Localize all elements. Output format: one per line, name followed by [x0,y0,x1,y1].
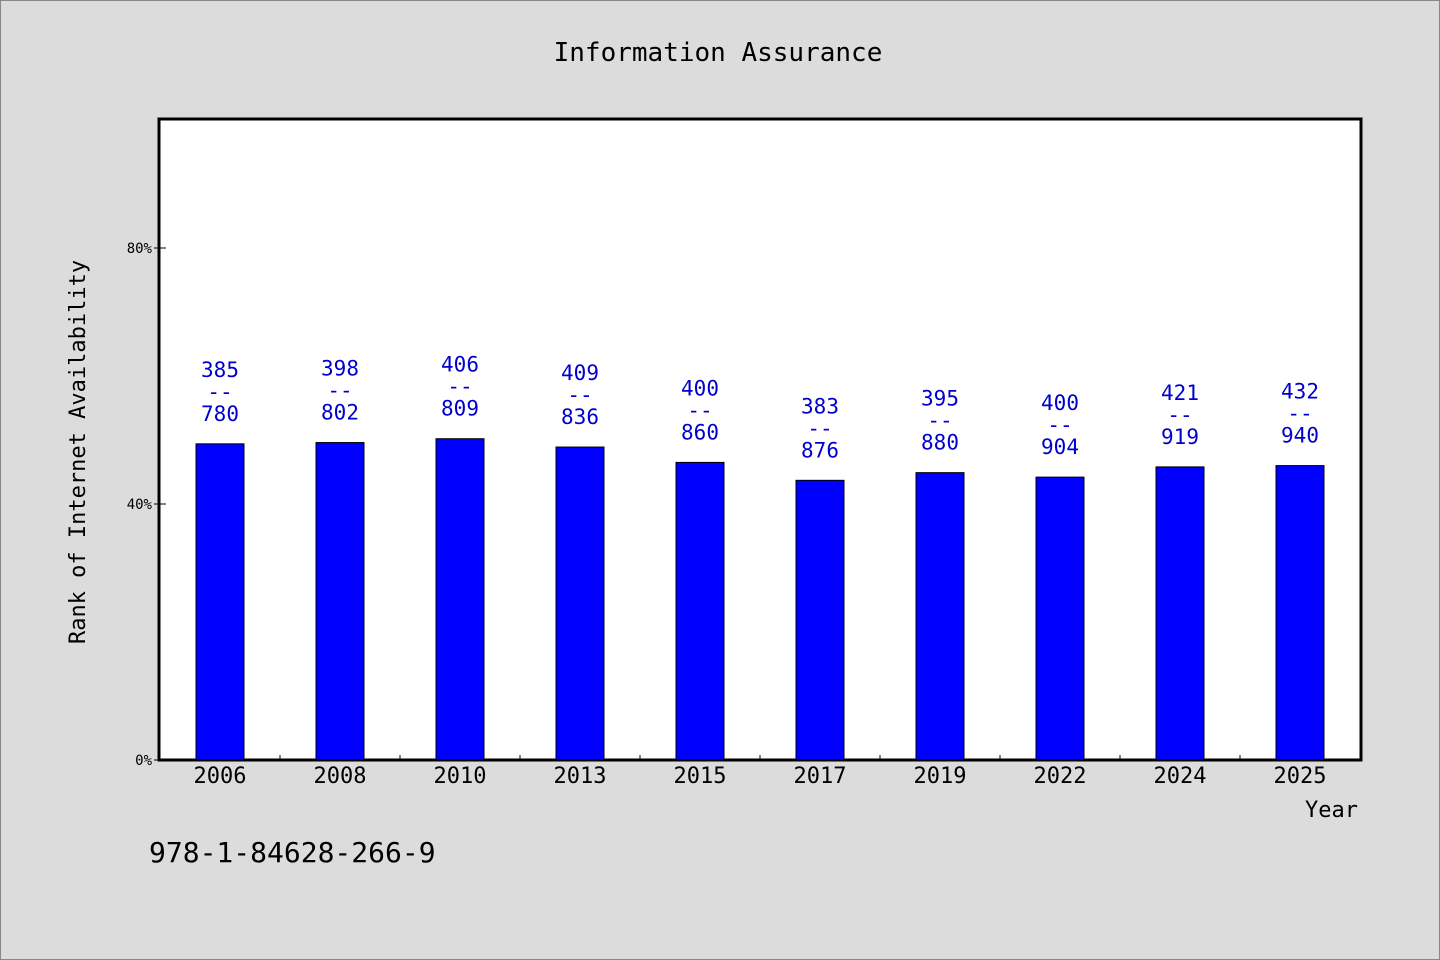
bar-label-bottom: 880 [921,431,959,455]
bar-label-bottom: 940 [1281,424,1319,448]
x-tick-label: 2006 [194,764,247,789]
bar-label-bottom: 802 [321,401,359,425]
bar-label-top: 432 [1281,380,1319,404]
x-axis: 2006 2008 2010 2013 2015 2017 2019 2022 2024 2025 [194,755,1327,789]
bar-2025 [1275,465,1325,761]
x-tick-label: 2024 [1154,764,1207,789]
chart-title: Information Assurance [554,38,883,68]
bar-2019 [915,472,965,761]
x-tick-label: 2019 [914,764,967,789]
bar-label-separator: -- [807,416,832,440]
bar-label-separator: -- [687,398,712,422]
y-tick-label: 80% [127,241,153,257]
y-axis: 0% 40% 80% [127,241,166,769]
x-tick-label: 2010 [434,764,487,789]
bar-label-top: 406 [441,353,479,377]
bar-label-separator: -- [1287,402,1312,426]
x-tick-label: 2015 [674,764,727,789]
y-tick-label: 0% [135,753,152,769]
bar-label-top: 400 [681,376,719,400]
x-tick-label: 2008 [314,764,367,789]
bar-label-separator: -- [327,379,352,403]
bar-label-separator: -- [207,380,232,404]
bar-2010 [435,438,485,761]
bar-label-bottom: 876 [801,438,839,462]
bar-label-separator: -- [567,383,592,407]
bar-2015 [675,461,725,761]
bar-label-top: 395 [921,387,959,411]
bar-label-top: 398 [321,357,359,381]
bar-label-top: 400 [1041,391,1079,415]
x-axis-label: Year [1305,798,1358,823]
bar-2017 [795,479,845,761]
bar-2008 [315,442,365,761]
bar-label-separator: -- [1047,413,1072,437]
bar-label-bottom: 809 [441,397,479,421]
y-tick-label: 40% [127,497,153,513]
bar-label-separator: -- [927,409,952,433]
bar-label-bottom: 860 [681,420,719,444]
bar-2022 [1035,476,1085,761]
x-tick-label: 2025 [1274,764,1327,789]
x-tick-label: 2022 [1034,764,1087,789]
bar-label-top: 409 [561,361,599,385]
bar-2013 [555,446,605,761]
bar-label-bottom: 904 [1041,435,1079,459]
bar-label-top: 383 [801,394,839,418]
bar-label-top: 421 [1161,381,1199,405]
x-tick-label: 2013 [554,764,607,789]
bar-label-bottom: 780 [201,402,239,426]
bar-label-bottom: 836 [561,405,599,429]
bars-layer [195,438,1325,761]
x-tick-label: 2017 [794,764,847,789]
y-axis-label: Rank of Internet Availability [66,260,91,644]
footnote-isbn: 978-1-84628-266-9 [149,836,436,869]
bar-label-separator: -- [447,375,472,399]
bar-label-bottom: 919 [1161,425,1199,449]
bar-2006 [195,443,245,761]
bar-2024 [1155,466,1205,761]
data-labels-layer: 385--780398--802406--809409--836400--860… [201,353,1319,463]
bar-label-separator: -- [1167,403,1192,427]
bar-label-top: 385 [201,358,239,382]
